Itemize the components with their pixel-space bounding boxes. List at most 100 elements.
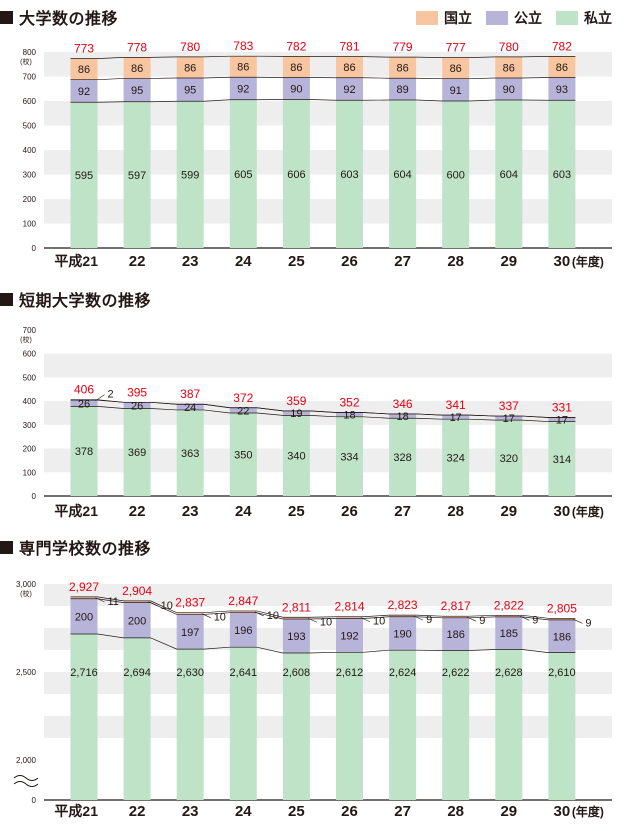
bar-national: [229, 610, 257, 613]
bar-private: [123, 637, 151, 800]
y-tick-label: 300: [23, 171, 37, 180]
title-square-icon: [0, 10, 13, 24]
bar-public: [70, 598, 98, 634]
y-tick-label: 700: [23, 73, 37, 82]
value-label-leader-line: [307, 617, 318, 623]
value-label-leader-line: [95, 394, 105, 401]
value-label-public: 18: [396, 411, 408, 423]
x-tick-label: 22: [129, 803, 146, 820]
value-label-national: 86: [450, 63, 462, 75]
value-label-national: 86: [290, 62, 302, 74]
value-label-total: 2,823: [388, 598, 418, 612]
junior-college-chart-title: 短期大学数の推移: [0, 288, 151, 310]
value-label-public: 200: [75, 611, 93, 623]
value-label-private: 603: [553, 169, 571, 181]
university-chart-title: 大学数の推移: [0, 6, 118, 28]
x-tick-label: 28: [447, 503, 464, 520]
value-label-private: 340: [287, 451, 305, 463]
bar-national: [442, 57, 470, 79]
y-unit-label: (校): [20, 589, 32, 598]
value-label-national: 9: [479, 615, 485, 627]
segment-connector-line: [70, 633, 576, 654]
value-label-private: 2,630: [176, 667, 204, 679]
value-label-private: 604: [393, 169, 411, 181]
bar-national: [229, 56, 257, 78]
legend-item-national: 国立: [416, 8, 472, 28]
value-label-private: 320: [500, 453, 518, 465]
value-label-leader-line: [467, 616, 477, 622]
bar-private: [389, 650, 417, 800]
value-label-total: 406: [74, 383, 94, 397]
bar-private: [548, 100, 576, 248]
bar-public: [176, 404, 204, 410]
value-label-national: 10: [267, 610, 279, 622]
bar-public: [70, 400, 98, 407]
bar-private: [548, 652, 576, 800]
value-label-private: 350: [234, 450, 252, 462]
bar-private: [282, 99, 310, 248]
value-label-public: 192: [340, 630, 358, 642]
bar-public: [70, 79, 98, 103]
value-label-private: 324: [447, 453, 465, 465]
segment-connector-line: [70, 399, 576, 418]
value-label-public: 196: [234, 625, 252, 637]
x-tick-label: 30: [554, 503, 571, 520]
bar-public: [229, 407, 257, 413]
bar-public: [336, 77, 363, 101]
value-label-total: 2,805: [547, 601, 577, 615]
bar-private: [495, 420, 523, 496]
y-tick-label: 400: [23, 397, 37, 406]
value-label-total: 779: [393, 40, 413, 54]
value-label-public: 26: [78, 398, 90, 410]
bar-private: [336, 416, 363, 496]
value-label-public: 95: [131, 85, 143, 97]
x-tick-label: 28: [447, 253, 464, 270]
bar-national: [176, 56, 204, 78]
value-label-total: 372: [233, 391, 253, 405]
value-label-public: 17: [556, 415, 568, 427]
value-label-total: 2,904: [122, 584, 152, 598]
bar-public: [229, 77, 257, 100]
y-tick-label: 100: [23, 468, 37, 477]
chart-title-text: 短期大学数の推移: [19, 293, 152, 310]
value-label-private: 2,694: [123, 667, 151, 679]
value-label-national: 10: [161, 600, 173, 612]
value-label-private: 2,622: [442, 667, 470, 679]
segment-connector-line: [70, 76, 576, 81]
legend-label-private: 私立: [584, 10, 612, 26]
value-label-total: 783: [233, 39, 253, 53]
value-label-total: 777: [446, 41, 466, 55]
x-tick-label: 28: [447, 803, 464, 820]
y-unit-label: (校): [20, 335, 32, 344]
value-label-private: 603: [340, 169, 358, 181]
x-tick-label: 26: [341, 803, 358, 820]
bar-public: [176, 614, 204, 650]
value-label-total: 782: [286, 39, 306, 53]
value-label-public: 26: [131, 400, 143, 412]
bar-public: [176, 77, 204, 102]
value-label-private: 606: [287, 169, 305, 181]
value-label-national: 9: [585, 617, 591, 629]
value-label-national: 10: [214, 612, 226, 624]
value-label-total: 2,837: [175, 596, 205, 610]
value-label-public: 92: [237, 84, 249, 96]
x-tick-label: 25: [288, 803, 305, 820]
vocational-school-chart-title: 専門学校数の推移: [0, 536, 151, 558]
y-tick-label: 500: [23, 122, 37, 131]
bar-public: [123, 402, 151, 409]
bar-private: [176, 649, 204, 800]
value-label-total: 2,811: [282, 600, 311, 614]
bar-private: [70, 633, 98, 800]
grid-band: [44, 353, 612, 378]
value-label-total: 359: [286, 394, 306, 408]
bar-public: [442, 78, 470, 101]
y-tick-label: 800: [23, 48, 37, 57]
value-label-leader-line: [413, 615, 424, 621]
legend-label-public: 公立: [514, 10, 542, 26]
bar-public: [495, 416, 523, 421]
segment-connector-line: [70, 99, 576, 103]
y-tick-label: 3,000: [16, 580, 37, 589]
value-label-private: 595: [75, 170, 93, 182]
x-tick-label: 26: [341, 253, 358, 270]
value-label-private: 2,624: [389, 667, 417, 679]
